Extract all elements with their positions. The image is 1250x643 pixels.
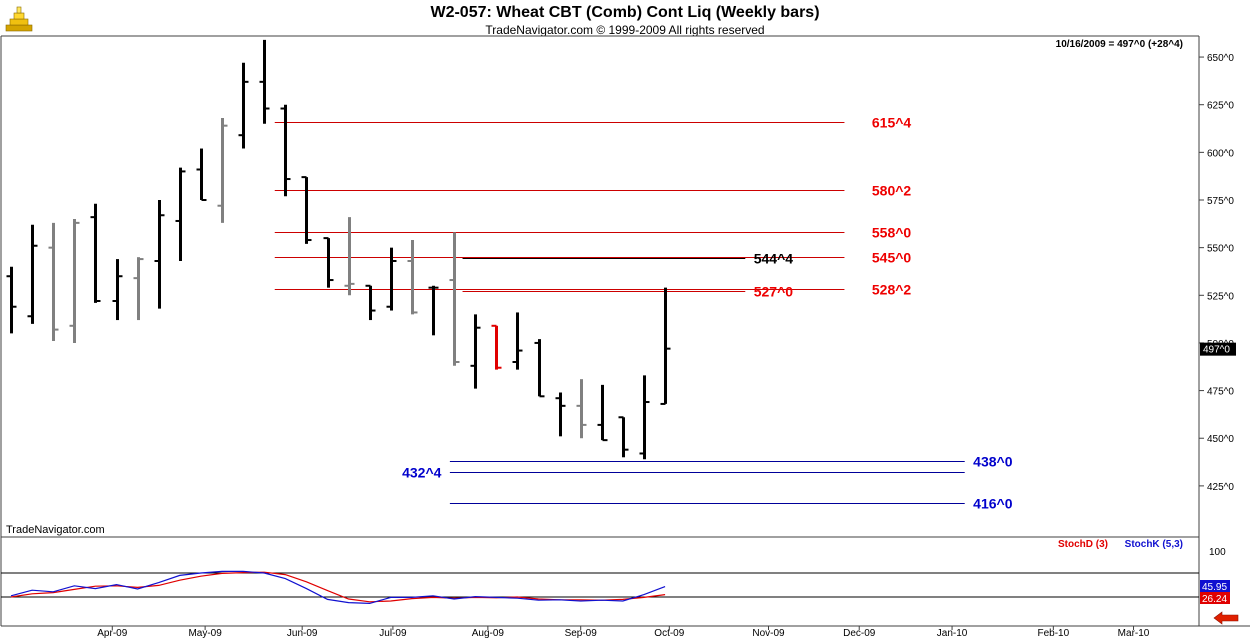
stoch-line-1 — [10, 570, 666, 605]
price-bar — [112, 259, 123, 321]
price-bar — [280, 104, 291, 197]
date-tick-label: Sep-09 — [565, 628, 598, 639]
price-bar — [470, 314, 481, 389]
price-tick-label: 525^0 — [1207, 291, 1234, 302]
stoch-last-tag — [1200, 580, 1230, 592]
price-bar — [449, 232, 460, 366]
price-bar — [133, 257, 144, 321]
price-bar — [27, 224, 38, 324]
level-615-label: 615^4 — [872, 115, 912, 131]
last-price-tag — [1200, 342, 1236, 356]
price-tick-label: 625^0 — [1207, 101, 1234, 112]
price-bar — [512, 312, 523, 370]
level-432-label: 432^4 — [402, 465, 442, 481]
stoch-tick-label: 100 — [1209, 547, 1226, 558]
price-bar — [301, 176, 312, 244]
last-price-label: 497^0 — [1203, 345, 1230, 356]
gold-logo-icon[interactable] — [4, 5, 34, 35]
price-bar — [259, 39, 270, 124]
level-558-label: 558^0 — [872, 225, 912, 241]
price-tick-label: 550^0 — [1207, 244, 1234, 255]
date-tick-label: Nov-09 — [752, 628, 785, 639]
price-tick-label: 650^0 — [1207, 53, 1234, 64]
price-tick-label: 425^0 — [1207, 482, 1234, 493]
level-545-label: 545^0 — [872, 250, 912, 266]
date-x-axis: Apr-09 May-09 Jun-09 Jul-09 Aug-09 Sep-09 Oct-… — [97, 626, 1150, 639]
level-527-label: 527^0 — [754, 284, 794, 300]
left-arrow-icon[interactable] — [1212, 611, 1240, 625]
date-tick-label: May-09 — [188, 628, 222, 639]
price-bar — [639, 375, 650, 460]
price-bar — [365, 284, 376, 321]
price-bar — [196, 148, 207, 201]
date-tick-label: Mar-10 — [1118, 628, 1150, 639]
level-528-label: 528^2 — [872, 282, 912, 298]
date-tick-label: Feb-10 — [1037, 628, 1069, 639]
support-resistance-levels: 615^4 580^2 558^0 545^0 544^4 528^2 527^0 438^0… — [274, 115, 1013, 512]
level-580-label: 580^2 — [872, 183, 912, 199]
price-bar — [90, 203, 101, 303]
date-tick-label: Jan-10 — [937, 628, 968, 639]
level-544-label: 544^4 — [754, 251, 794, 267]
price-bar — [344, 217, 355, 296]
date-tick-label: Aug-09 — [472, 628, 505, 639]
price-bar — [534, 339, 545, 398]
chart-frame — [0, 35, 1250, 627]
stoch-last-label: 26.24 — [1202, 594, 1227, 605]
price-bar — [175, 167, 186, 261]
price-tick-label: 450^0 — [1207, 434, 1234, 445]
date-tick-label: Jul-09 — [379, 628, 407, 639]
price-bar — [6, 266, 17, 334]
date-tick-label: Dec-09 — [843, 628, 876, 639]
price-bar — [217, 118, 228, 223]
price-bar — [323, 237, 334, 288]
price-bar — [576, 379, 587, 439]
price-bar — [407, 240, 418, 315]
date-tick-label: Oct-09 — [654, 628, 684, 639]
price-tick-label: 575^0 — [1207, 196, 1234, 207]
price-y-axis: 650^0625^0600^0575^0550^0525^0500^0475^0… — [1199, 53, 1236, 493]
price-bar — [491, 324, 502, 370]
price-bar — [428, 285, 439, 336]
price-tick-label: 600^0 — [1207, 148, 1234, 159]
price-bar — [154, 200, 165, 309]
chart-title: W2-057: Wheat CBT (Comb) Cont Liq (Weekl… — [430, 4, 820, 21]
price-bar — [238, 62, 249, 149]
date-tick-label: Apr-09 — [97, 628, 127, 639]
stoch-last-tag — [1200, 592, 1230, 604]
last-info-text: 10/16/2009 = 497^0 (+28^4) — [1056, 39, 1183, 50]
price-bar — [386, 247, 397, 311]
price-tick-label: 475^0 — [1207, 387, 1234, 398]
stoch-legend-d: StochD (3) — [1058, 539, 1108, 550]
date-tick-label: Jun-09 — [287, 628, 318, 639]
price-bar — [69, 219, 80, 343]
stoch-last-label: 45.95 — [1202, 582, 1227, 593]
chart-subtitle: TradeNavigator.com © 1999-2009 All right… — [485, 23, 765, 37]
price-bar — [618, 416, 629, 458]
price-bar — [597, 384, 608, 442]
watermark-text: TradeNavigator.com — [6, 524, 105, 536]
price-bars — [6, 39, 671, 460]
stoch-legend-k: StochK (5,3) — [1125, 539, 1183, 550]
price-bar — [660, 287, 671, 405]
price-bar — [555, 392, 566, 437]
level-438-label: 438^0 — [973, 454, 1013, 470]
level-416-label: 416^0 — [973, 496, 1013, 512]
price-bar — [48, 222, 59, 342]
